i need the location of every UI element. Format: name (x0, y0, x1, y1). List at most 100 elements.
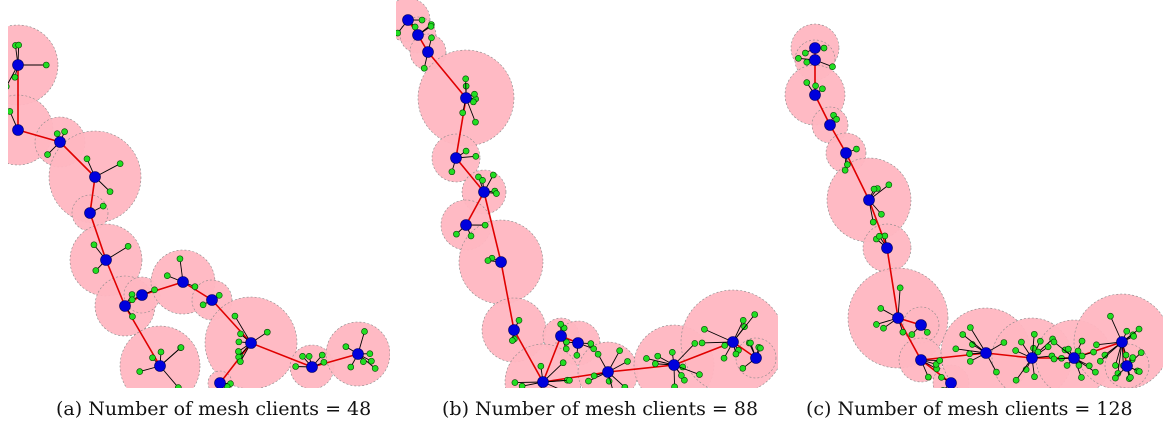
mesh-client (235, 348, 242, 355)
mesh-router (915, 354, 927, 366)
mesh-client (518, 382, 526, 388)
mesh-client (8, 83, 10, 90)
mesh-router (12, 124, 24, 136)
mesh-client (698, 339, 706, 347)
backbone-link (311, 353, 359, 368)
mesh-client (481, 221, 489, 229)
mesh-client (1078, 374, 1085, 381)
mesh-router (945, 377, 957, 388)
backbone-link (607, 364, 675, 373)
mesh-client (873, 321, 880, 328)
mesh-client (471, 90, 478, 98)
mesh-router (555, 330, 567, 342)
mesh-client (199, 301, 207, 309)
mesh-client (573, 352, 581, 359)
mesh-client (1031, 373, 1038, 381)
mesh-client (751, 311, 759, 318)
mesh-client (428, 34, 435, 42)
mesh-client (739, 317, 747, 324)
backbone-link (483, 191, 502, 263)
mesh-client (479, 176, 486, 184)
mesh-client (484, 257, 492, 264)
mesh-client (1018, 338, 1025, 346)
mesh-client (590, 372, 598, 380)
mesh-client (643, 355, 650, 362)
mesh-router (89, 171, 101, 183)
mesh-client (136, 368, 144, 375)
mesh-client (472, 153, 480, 160)
mesh-client (908, 331, 916, 338)
mesh-client (757, 344, 764, 352)
mesh-router (840, 147, 852, 159)
mesh-router (750, 352, 762, 364)
mesh-client (231, 312, 239, 320)
mesh-client (347, 363, 355, 371)
mesh-client (967, 324, 974, 331)
mesh-client (803, 79, 811, 86)
caption-a: (a) Number of mesh clients = 48 (56, 398, 372, 420)
backbone-link (985, 352, 1033, 359)
mesh-client (116, 160, 124, 167)
mesh-client (427, 23, 435, 30)
mesh-router (245, 337, 257, 349)
mesh-router (450, 152, 462, 164)
mesh-client (177, 344, 185, 351)
mesh-client (590, 345, 598, 353)
backbone-link (250, 342, 313, 368)
mesh-client (151, 286, 158, 294)
mesh-router (84, 207, 96, 219)
access-link (732, 314, 756, 343)
mesh-router (412, 29, 424, 41)
coverage-area (119, 325, 201, 388)
mesh-client (1050, 355, 1058, 363)
mesh-client (880, 324, 887, 332)
mesh-client (467, 232, 475, 240)
mesh-router (495, 256, 507, 268)
backbone-link (886, 247, 899, 319)
mesh-client (1012, 347, 1019, 354)
mesh-client (371, 365, 379, 372)
mesh-client (559, 359, 567, 367)
backbone-link (105, 259, 126, 307)
mesh-client (1036, 337, 1044, 345)
mesh-client (678, 372, 685, 379)
mesh-client (44, 151, 51, 158)
mesh-client (566, 376, 573, 384)
backbone-link (897, 317, 922, 361)
mesh-client (1044, 343, 1052, 351)
mesh-router (863, 194, 875, 206)
mesh-client (299, 353, 306, 360)
mesh-client (396, 29, 401, 37)
caption-c: (c) Number of mesh clients = 128 (806, 398, 1133, 420)
mesh-router (824, 119, 836, 131)
mesh-client (61, 128, 68, 135)
mesh-client (129, 313, 136, 320)
mesh-topology-c (784, 23, 1163, 388)
mesh-client (795, 55, 802, 62)
mesh-router (572, 337, 584, 349)
mesh-client (681, 376, 688, 384)
mesh-client (42, 61, 50, 69)
mesh-router (915, 319, 927, 331)
mesh-client (885, 181, 893, 189)
mesh-client (537, 362, 545, 370)
backbone-link (513, 329, 544, 383)
mesh-client (1085, 362, 1093, 370)
mesh-client (1137, 349, 1145, 356)
mesh-client (1063, 362, 1071, 369)
mesh-client (878, 210, 885, 218)
mesh-client (509, 337, 516, 344)
mesh-client (896, 284, 904, 292)
mesh-client (235, 338, 243, 346)
mesh-client (8, 108, 14, 115)
panel-c (784, 0, 1163, 388)
mesh-client (411, 23, 419, 31)
mesh-client (1050, 338, 1058, 346)
backbone-link (465, 191, 485, 226)
mesh-client (418, 16, 426, 24)
backbone-link (455, 97, 467, 159)
mesh-router (980, 347, 992, 359)
mesh-router (1068, 352, 1080, 364)
mesh-client (833, 115, 840, 123)
mesh-router (154, 360, 166, 372)
